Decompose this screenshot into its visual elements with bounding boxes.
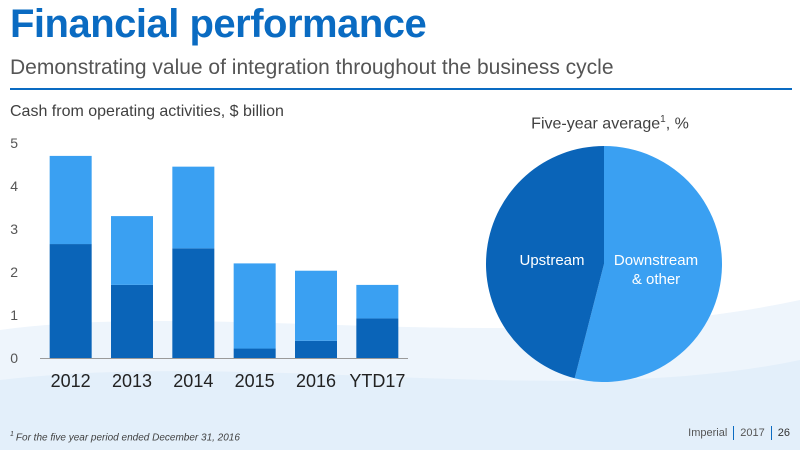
footer-company: Imperial [688,427,728,439]
bar-segment [111,284,153,358]
footer-year: 2017 [740,427,765,439]
y-tick-label: 0 [10,350,18,366]
x-tick-label: 2014 [173,371,213,391]
pie-label-downstream: Downstream & other [614,252,698,288]
pie-label-upstream: Upstream [519,252,584,269]
pie-slice-downstream [574,146,722,382]
y-tick-label: 3 [10,221,18,237]
x-tick-label: 2012 [51,371,91,391]
page-number: 26 [777,427,790,439]
x-tick-label: 2013 [112,371,152,391]
x-tick-label: 2015 [235,371,275,391]
bar-segment [233,263,276,349]
page-subtitle: Demonstrating value of integration throu… [10,56,614,79]
bar-segment [49,155,92,245]
bar-segment [233,348,276,358]
footer-separator [770,426,772,440]
title-rule [10,88,792,90]
bar-segment [295,270,337,341]
y-tick-label: 2 [10,264,18,280]
bar-segment [356,318,399,358]
page-title: Financial performance [10,2,427,46]
pie-title-marker: 1 [660,114,666,125]
bar-segment [356,284,399,319]
x-tick-label: 2016 [296,371,336,391]
footnote: 1 For the five year period ended December… [10,431,240,443]
bar-segment [172,166,215,249]
bar-segment [295,340,337,358]
y-tick-label: 4 [10,178,18,194]
bar-segment [172,248,215,358]
footer: Imperial 2017 26 [688,426,790,440]
bar-segment [49,244,92,358]
pie-slice-upstream [486,146,604,379]
footnote-marker: 1 [10,431,14,438]
y-tick-label: 1 [10,307,18,323]
pie-chart-title: Five-year average1, % [480,114,740,133]
bar-segment [111,216,153,285]
bar-chart-title: Cash from operating activities, $ billio… [10,103,284,120]
footnote-text: For the five year period ended December … [15,432,240,444]
pie-title-suffix: , % [665,115,689,133]
pie-title-text: Five-year average [531,115,661,133]
x-tick-label: YTD17 [349,371,405,391]
footer-separator [733,426,735,440]
y-tick-label: 5 [10,135,18,151]
